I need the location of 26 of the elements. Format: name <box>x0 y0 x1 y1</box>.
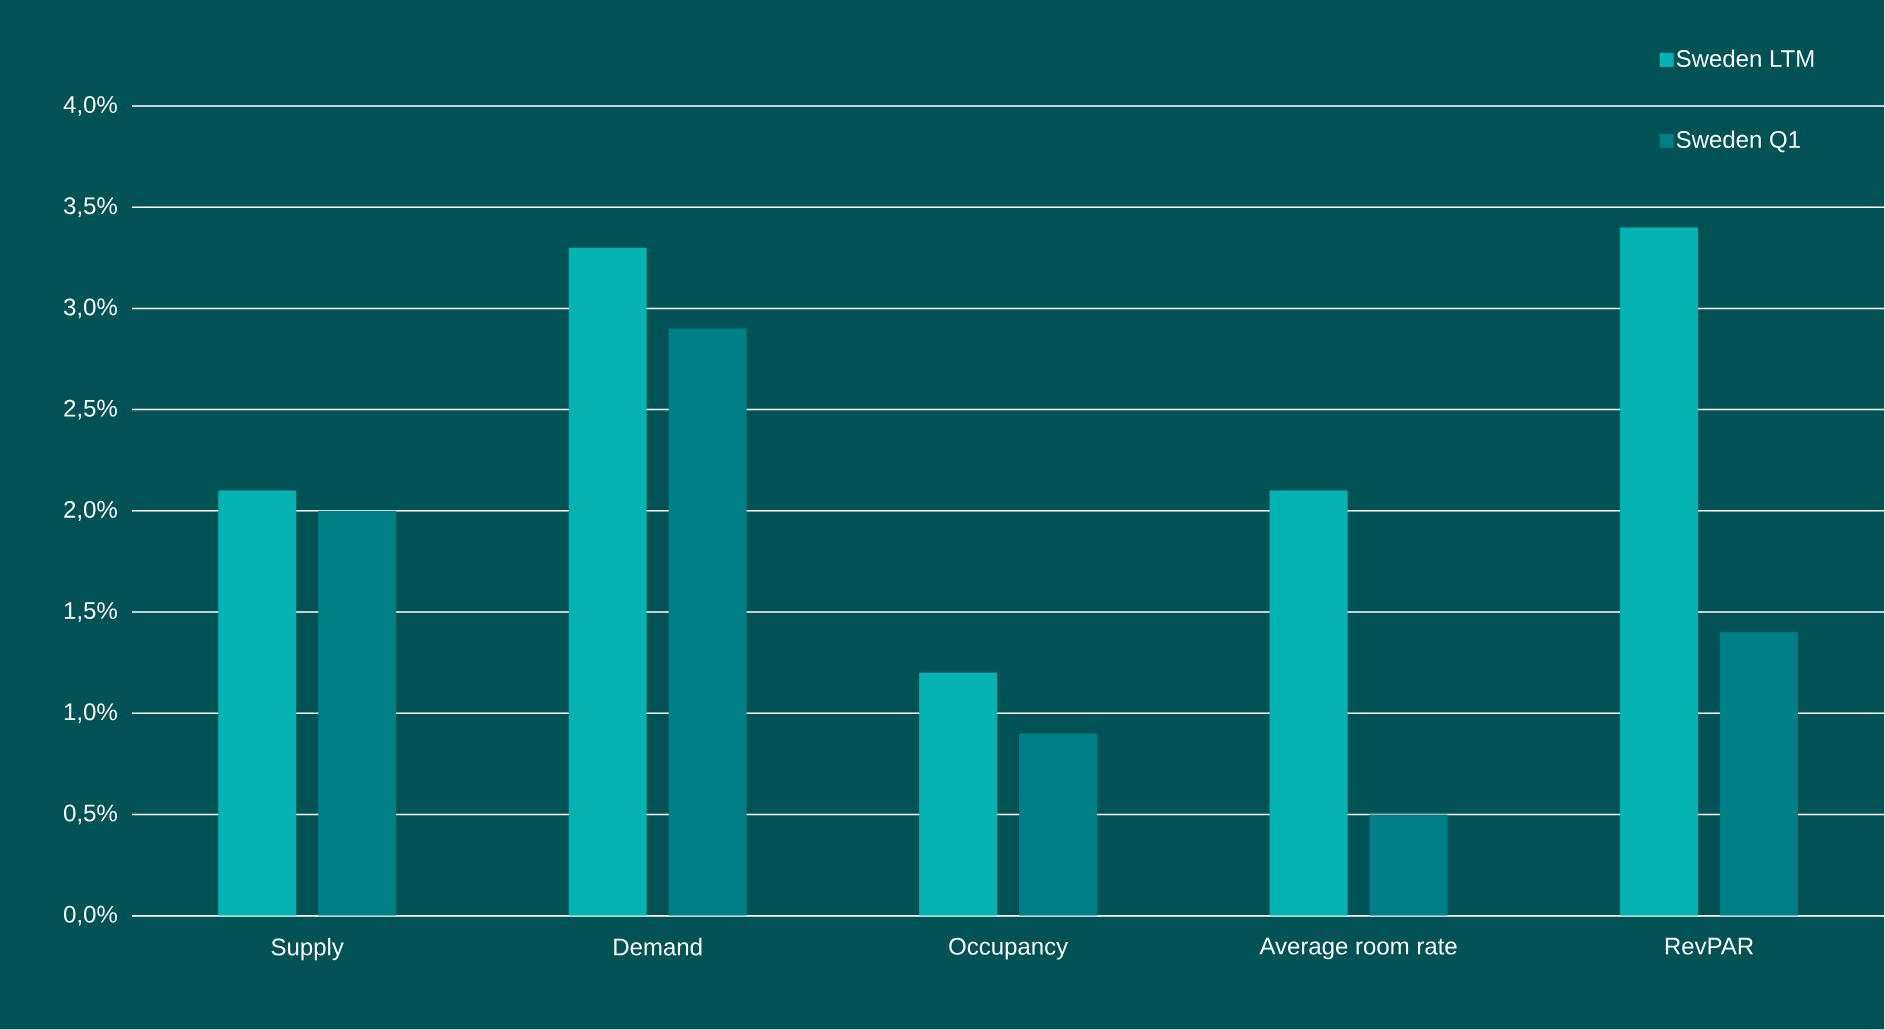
x-tick-label: Demand <box>614 938 702 956</box>
y-tick-label: 2,0% <box>64 501 117 521</box>
y-tick-label: 3,0% <box>63 298 117 319</box>
bar <box>919 672 998 916</box>
y-tick-label: 0,5% <box>64 804 117 825</box>
x-tick-label: Occupancy <box>949 938 1069 960</box>
y-tick-label: 4,0% <box>63 96 117 117</box>
bar <box>1720 632 1799 916</box>
bar <box>1019 733 1098 916</box>
bar <box>1269 490 1348 916</box>
x-tick-label: Average room rate <box>1259 938 1457 960</box>
bar <box>668 328 747 916</box>
bar <box>218 490 297 916</box>
y-tick-label: 0,0% <box>64 905 117 926</box>
bar <box>1620 227 1699 916</box>
bar <box>318 511 397 916</box>
legend-label: Sweden Q1 <box>1676 130 1800 153</box>
y-tick-label: 3,5% <box>63 197 117 218</box>
bar <box>1369 814 1448 916</box>
y-tick-label: 2,5% <box>64 399 117 420</box>
x-tick-label: RevPAR <box>1665 938 1754 955</box>
legend-label: Sweden LTM <box>1676 49 1814 68</box>
x-tick-label: Supply <box>271 938 344 961</box>
y-tick-label: 1,0% <box>64 703 117 724</box>
y-tick-label: 1,5% <box>64 602 117 623</box>
bar <box>568 247 647 916</box>
